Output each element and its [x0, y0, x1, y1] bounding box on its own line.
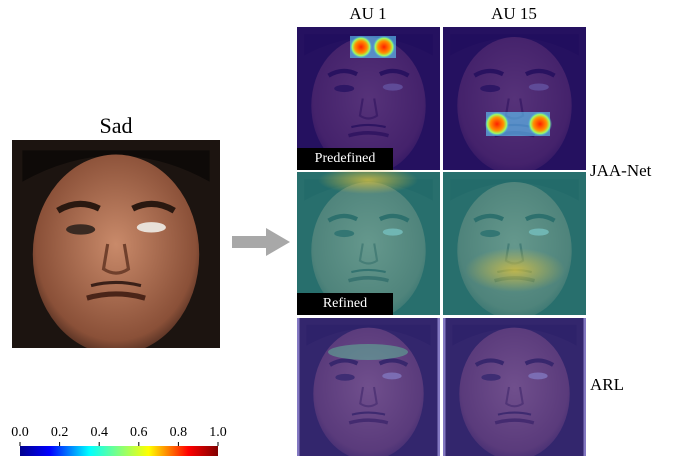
tile-grid: [297, 27, 586, 456]
colorbar-tick-label: 1.0: [209, 425, 227, 440]
method-label: ARL: [590, 375, 624, 394]
method-label: JAA-Net: [590, 161, 652, 180]
colorbar-tick-label: 0.8: [170, 425, 188, 440]
colorbar-tick-label: 0.2: [51, 425, 69, 440]
input-image: [12, 140, 220, 354]
input-label: Sad: [100, 113, 133, 138]
colorbar-tick-label: 0.0: [11, 425, 29, 440]
tag-box: [297, 148, 393, 170]
tile-tag: Refined: [323, 296, 367, 311]
tag-box: [297, 293, 393, 315]
colorbar-ticks: 0.0 0.2 0.4 0.6 0.8 1.0: [11, 425, 227, 446]
column-header: AU 1: [349, 4, 386, 23]
colorbar-tick-label: 0.6: [130, 425, 148, 440]
arrow: [232, 228, 290, 256]
colorbar: [20, 446, 218, 456]
tile-tag: Predefined: [315, 151, 376, 166]
colorbar-tick-label: 0.4: [90, 425, 108, 440]
column-header: AU 15: [491, 4, 537, 23]
